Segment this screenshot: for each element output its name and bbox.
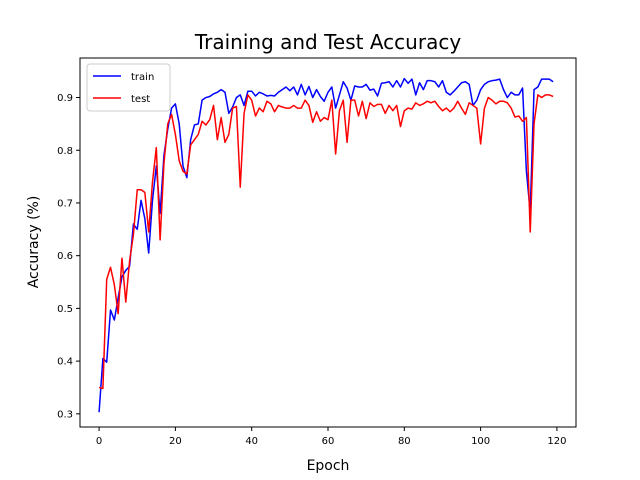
series-line-train <box>98 77 554 413</box>
y-axis-ticks: 0.3 0.4 0.5 0.6 0.7 0.8 0.9 <box>57 93 80 420</box>
legend-label-train: train <box>131 72 154 83</box>
x-tick-label: 0 <box>96 436 102 447</box>
legend-label-test: test <box>131 94 150 105</box>
x-tick-label: 100 <box>471 436 490 447</box>
y-tick-label: 0.4 <box>57 357 73 368</box>
x-axis-label: Epoch <box>307 458 350 474</box>
legend: train test <box>86 63 171 112</box>
y-tick-label: 0.8 <box>57 146 73 157</box>
x-tick-label: 20 <box>169 436 182 447</box>
x-tick-label: 60 <box>322 436 335 447</box>
x-tick-label: 120 <box>547 436 566 447</box>
x-axis-ticks: 0 20 40 60 80 100 120 <box>96 427 566 447</box>
y-tick-label: 0.6 <box>57 251 73 262</box>
y-tick-label: 0.5 <box>57 304 73 315</box>
x-tick-label: 40 <box>245 436 258 447</box>
y-tick-label: 0.7 <box>57 198 73 209</box>
y-tick-label: 0.3 <box>57 409 73 420</box>
y-axis-label: Accuracy (%) <box>26 196 42 289</box>
legend-box <box>86 63 171 112</box>
y-tick-label: 0.9 <box>57 93 73 104</box>
series-layer <box>98 77 554 413</box>
series-line-test <box>98 94 554 390</box>
chart-title: Training and Test Accuracy <box>194 30 461 54</box>
x-tick-label: 80 <box>398 436 411 447</box>
